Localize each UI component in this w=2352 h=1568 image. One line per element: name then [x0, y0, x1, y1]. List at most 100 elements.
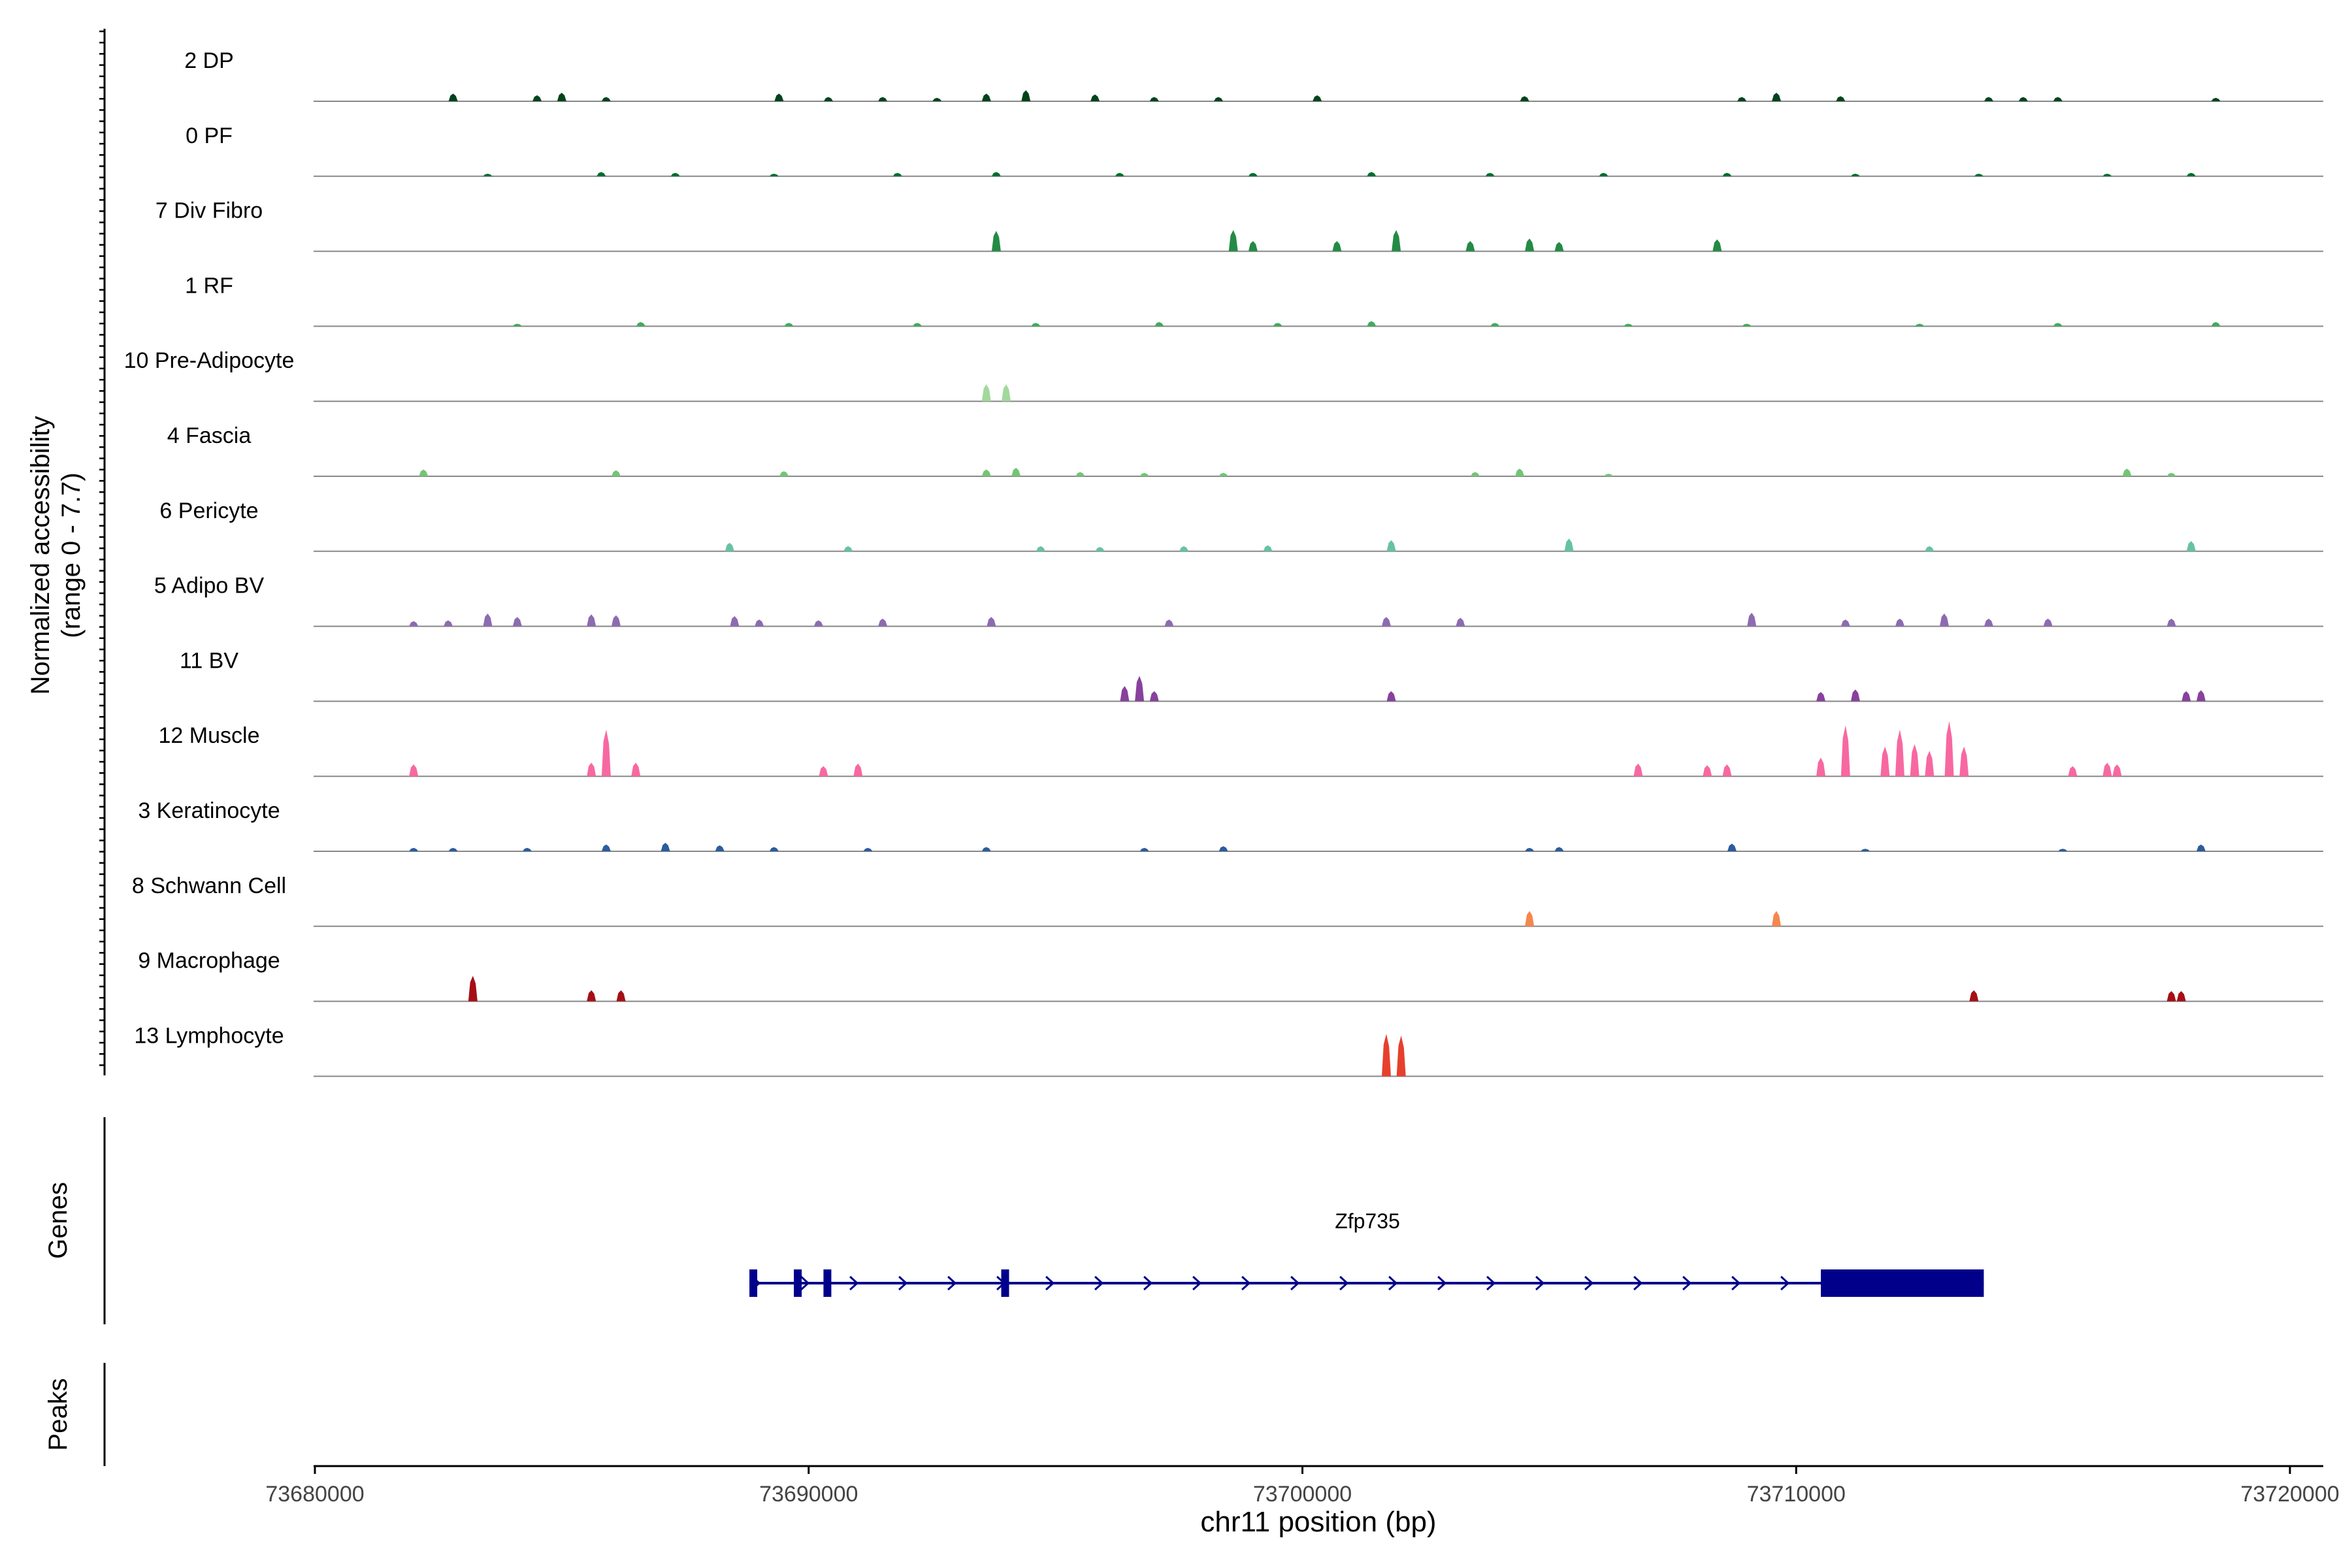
track-label: 11 BV [180, 648, 238, 673]
track-4: 1 RF [185, 273, 2323, 327]
coverage-peak [2186, 541, 2196, 551]
coverage-peak [1011, 468, 1021, 476]
strand-arrow [1388, 1275, 1398, 1291]
track-label: 5 Adipo BV [154, 574, 265, 598]
coverage-peak [448, 93, 458, 101]
coverage-peak [1840, 619, 1850, 627]
gene-exon [1001, 1269, 1009, 1297]
coverage-peak [981, 469, 991, 476]
coverage-peak [444, 620, 453, 627]
coverage-peak [448, 847, 458, 851]
coverage-peak [1816, 757, 1826, 777]
coverage-peak [1120, 686, 1130, 702]
coverage-peak [878, 97, 888, 101]
coverage-peak [596, 172, 606, 176]
coverage-peak [1228, 230, 1238, 252]
track-8: 5 Adipo BV [154, 574, 2323, 627]
coverage-peak [1471, 472, 1480, 476]
coverage-peak [1367, 172, 1377, 176]
coverage-peak [512, 323, 522, 327]
coverage-peak [1367, 321, 1377, 327]
track-label: 7 Div Fibro [155, 199, 263, 223]
coverage-peak [1984, 97, 1993, 101]
gene-name-label: Zfp735 [1335, 1209, 1400, 1233]
coverage-peak [715, 845, 725, 851]
coverage-peak [670, 172, 680, 176]
track-label: 4 Fascia [167, 423, 252, 448]
coverage-peak [612, 615, 621, 627]
coverage-peak [1840, 725, 1850, 777]
coverage-peak [1564, 538, 1574, 551]
coverage-peak [1880, 746, 1890, 777]
x-tick-label: 73700000 [1253, 1482, 1352, 1507]
coverage-peak [1722, 764, 1732, 777]
strand-arrow [1143, 1275, 1153, 1291]
coverage-peak [2186, 172, 2196, 176]
strand-arrow [1045, 1275, 1055, 1291]
strand-arrow [1584, 1275, 1594, 1291]
strand-arrow [1437, 1275, 1447, 1291]
coverage-peak [532, 95, 542, 101]
coverage-peak [2176, 991, 2186, 1002]
coverage-peak [1895, 618, 1904, 627]
coverage-peak [1149, 97, 1159, 101]
coverage-peak [1021, 90, 1031, 101]
coverage-peak [1465, 241, 1475, 252]
strand-arrow [1731, 1275, 1741, 1291]
track-area: 2 DP 0 PF 7 Div Fibro 1 RF 10 Pre-Adipocyte 4… [124, 48, 2323, 1077]
track-label: 0 PF [186, 123, 233, 148]
coverage-peak [1218, 472, 1228, 476]
coverage-peak [2058, 849, 2068, 851]
coverage-peak [1742, 323, 1752, 327]
strand-arrow [800, 1275, 810, 1291]
track-13: 9 Macrophage [138, 949, 2323, 1002]
coverage-peak [1520, 96, 1529, 101]
coverage-peak [1861, 849, 1870, 851]
y-axis-label-line-2: (range 0 - 7.7) [57, 472, 86, 638]
peaks-label: Peaks [44, 1378, 73, 1450]
coverage-peak [1139, 847, 1149, 851]
coverage-peak [823, 97, 833, 101]
coverage-peak [813, 620, 823, 627]
coverage-peak [1554, 242, 1564, 252]
coverage-peak [1090, 94, 1100, 101]
coverage-peak [981, 384, 991, 402]
coverage-peak [981, 847, 991, 851]
coverage-peak [483, 613, 493, 627]
coverage-peak [1525, 847, 1535, 851]
track-label: 3 Keratinocyte [138, 798, 280, 823]
track-1: 2 DP [184, 48, 2323, 102]
coverage-peak [769, 173, 779, 176]
coverage-peak [1925, 546, 1935, 551]
coverage-peak [1939, 613, 1949, 627]
gene-exon [794, 1269, 802, 1297]
coverage-peak [2043, 618, 2053, 627]
coverage-peak [1154, 321, 1164, 327]
coverage-peak [1712, 239, 1722, 252]
coverage-peak [1525, 911, 1535, 926]
x-tick-label: 73690000 [759, 1482, 858, 1507]
coverage-peak [769, 847, 779, 851]
coverage-peak [2102, 762, 2112, 777]
x-tick-label: 73720000 [2240, 1482, 2339, 1507]
coverage-peak [601, 97, 611, 101]
peaks-panel: Peaks [44, 1363, 106, 1466]
coverage-peak [1490, 323, 1500, 327]
coverage-peak [1396, 1036, 1406, 1077]
coverage-peak [725, 542, 734, 551]
coverage-peak [1263, 545, 1273, 551]
strand-arrow [898, 1275, 908, 1291]
coverage-peak [2068, 766, 2078, 777]
coverage-peak [2166, 618, 2176, 627]
strand-arrow [1633, 1275, 1643, 1291]
coverage-peak [1772, 911, 1782, 926]
coverage-peak [616, 990, 626, 1002]
coverage-peak [1381, 1034, 1391, 1077]
coverage-peak [1772, 93, 1782, 101]
strand-arrow [1094, 1275, 1104, 1291]
coverage-peak [1218, 846, 1228, 851]
coverage-peak [1984, 618, 1993, 627]
track-3: 7 Div Fibro [155, 199, 2323, 252]
